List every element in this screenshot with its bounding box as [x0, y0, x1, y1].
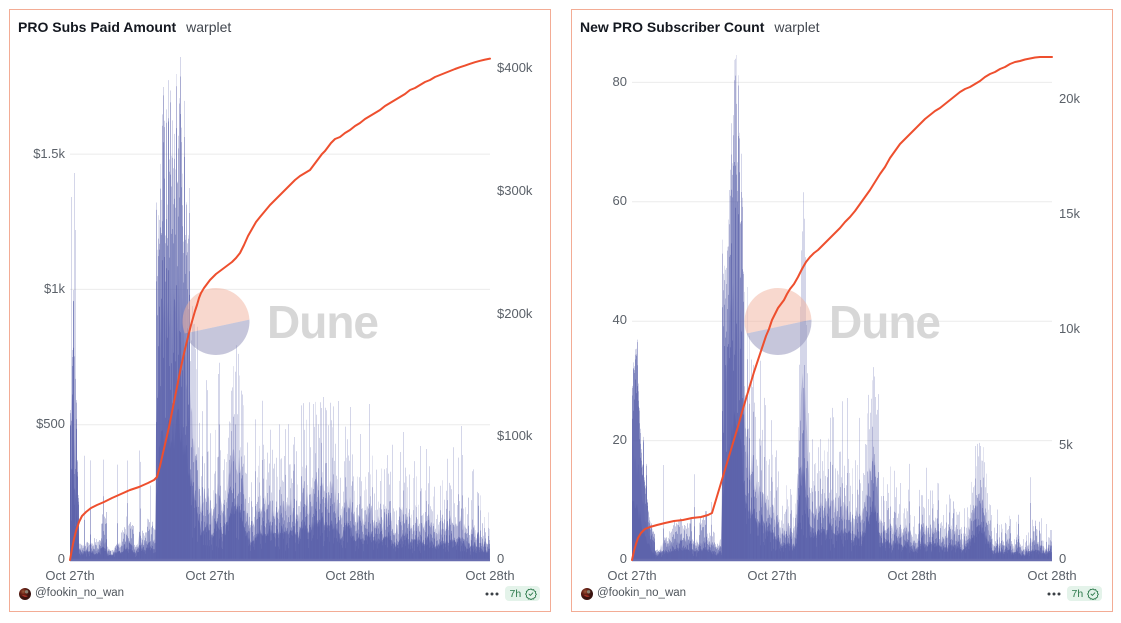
svg-text:Dune: Dune	[829, 296, 940, 348]
svg-text:Dune: Dune	[267, 296, 378, 348]
